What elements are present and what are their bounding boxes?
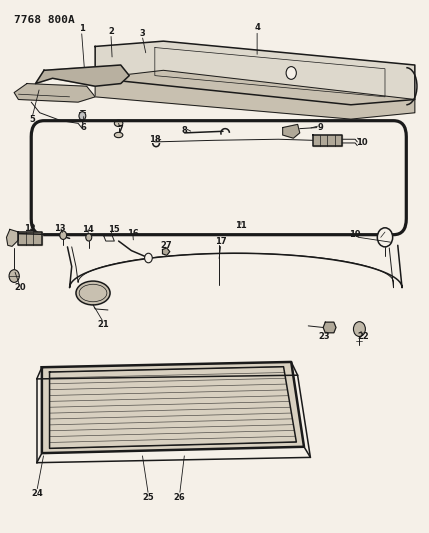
Text: 9: 9 bbox=[317, 123, 323, 132]
Text: 22: 22 bbox=[357, 332, 369, 341]
Text: 20: 20 bbox=[14, 283, 26, 292]
Circle shape bbox=[9, 270, 19, 282]
Text: 13: 13 bbox=[54, 224, 66, 233]
Text: 4: 4 bbox=[254, 23, 260, 33]
Circle shape bbox=[353, 321, 366, 336]
Text: 26: 26 bbox=[174, 492, 185, 502]
Text: 15: 15 bbox=[108, 225, 119, 234]
Ellipse shape bbox=[115, 132, 123, 138]
Polygon shape bbox=[42, 362, 304, 453]
Circle shape bbox=[86, 233, 92, 241]
Text: 7: 7 bbox=[117, 125, 123, 134]
Ellipse shape bbox=[115, 120, 123, 126]
Polygon shape bbox=[6, 229, 18, 246]
Text: 11: 11 bbox=[235, 221, 247, 230]
Text: 5: 5 bbox=[29, 115, 35, 124]
Ellipse shape bbox=[76, 281, 110, 305]
Text: 10: 10 bbox=[356, 139, 367, 148]
Text: 17: 17 bbox=[215, 237, 227, 246]
Text: 7768 800A: 7768 800A bbox=[14, 14, 75, 25]
Text: 21: 21 bbox=[98, 320, 109, 329]
Text: 14: 14 bbox=[82, 225, 94, 234]
Text: 19: 19 bbox=[349, 230, 361, 239]
Polygon shape bbox=[313, 135, 342, 146]
Text: 3: 3 bbox=[139, 29, 145, 38]
Circle shape bbox=[286, 67, 296, 79]
Polygon shape bbox=[163, 248, 170, 255]
Polygon shape bbox=[323, 322, 336, 333]
Circle shape bbox=[378, 228, 393, 247]
Polygon shape bbox=[283, 124, 300, 138]
Polygon shape bbox=[36, 65, 129, 86]
Text: 27: 27 bbox=[160, 241, 172, 250]
Text: 18: 18 bbox=[149, 135, 160, 144]
Text: 8: 8 bbox=[182, 126, 187, 135]
Text: 16: 16 bbox=[127, 229, 139, 238]
Circle shape bbox=[145, 253, 152, 263]
Text: 1: 1 bbox=[79, 25, 85, 34]
Circle shape bbox=[79, 112, 86, 120]
Text: 23: 23 bbox=[319, 332, 330, 341]
Polygon shape bbox=[95, 41, 415, 105]
Polygon shape bbox=[18, 232, 42, 245]
Text: 2: 2 bbox=[108, 27, 114, 36]
Circle shape bbox=[60, 231, 66, 239]
Text: 24: 24 bbox=[31, 489, 42, 498]
Polygon shape bbox=[95, 70, 415, 119]
Text: 12: 12 bbox=[24, 224, 36, 233]
Polygon shape bbox=[14, 84, 95, 102]
Text: 6: 6 bbox=[81, 123, 87, 132]
Text: 25: 25 bbox=[142, 492, 154, 502]
